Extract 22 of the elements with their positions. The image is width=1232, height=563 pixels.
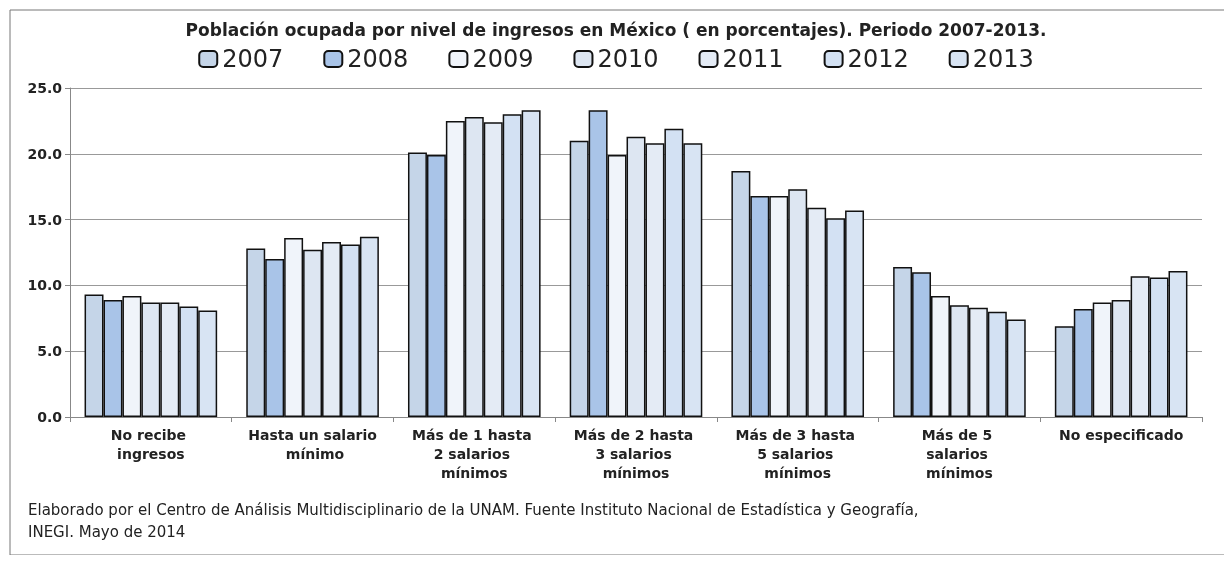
text: Elaborado por el Centro de Análisis Multidisciplinario de la UNAM. Fuente Instituto Nacional de Estadística y Geografía, INEGI. Mayo de 2014 [28, 501, 924, 541]
y-tick-label: 10.0 [27, 277, 63, 294]
legend-label: 2012 [847, 45, 909, 73]
chart-title: Población ocupada por nivel de ingresos en México ( en porcentajes). Periodo 2007-2013. [185, 19, 1047, 40]
x-tick-label: Hasta un salario mínimo [248, 426, 378, 462]
y-tick-label: 20.0 [27, 145, 63, 162]
legend-label: 2009 [472, 45, 534, 73]
y-tick-label: 0.0 [37, 409, 63, 425]
x-tick-label: Más de 1 hasta 2 salarios mínimos [412, 426, 537, 481]
y-tick-label: 25.0 [27, 80, 63, 96]
x-tick-label: Más de 2 hasta 3 salarios mínimos [573, 426, 699, 481]
legend-label: 2011 [722, 45, 784, 73]
legend-label: 2007 [222, 45, 284, 73]
x-tick-label: Más de 5 salarios mínimos [921, 426, 998, 481]
x-tick-label: No especificado [1058, 426, 1184, 443]
x-tick-label: Más de 3 hasta 5 salarios mínimos [735, 426, 860, 481]
x-tick-label: No recibe ingresos [110, 426, 191, 462]
y-tick-label: 5.0 [37, 343, 63, 360]
legend-label: 2010 [597, 45, 659, 73]
legend-label: 2008 [347, 45, 409, 73]
y-tick-label: 15.0 [27, 211, 63, 228]
legend-label: 2013 [972, 45, 1034, 73]
